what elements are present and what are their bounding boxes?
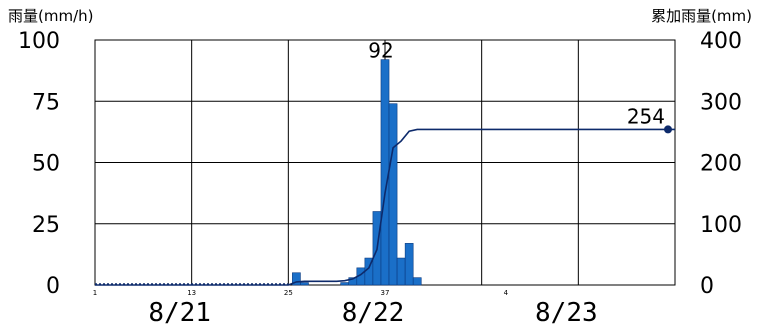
right-tick-label: 200 bbox=[700, 152, 742, 177]
left-axis-title: 雨量(mm/h) bbox=[8, 7, 94, 25]
rain-bar bbox=[340, 282, 350, 286]
right-axis-title: 累加雨量(mm) bbox=[651, 7, 752, 25]
hour-tick-label: 4 bbox=[504, 289, 509, 297]
hour-tick-label: 1 bbox=[93, 289, 97, 297]
date-label: 8/23 bbox=[535, 298, 598, 328]
left-tick-label: 100 bbox=[18, 29, 60, 54]
hour-tick-label: 37 bbox=[381, 289, 390, 297]
rain-bar bbox=[380, 59, 390, 286]
left-tick-label: 0 bbox=[46, 274, 60, 299]
date-label: 8/22 bbox=[342, 298, 405, 328]
right-tick-label: 100 bbox=[700, 213, 742, 238]
hour-tick-label: 13 bbox=[187, 289, 196, 297]
rain-bar bbox=[300, 282, 309, 286]
rain-bar bbox=[404, 243, 414, 286]
axis-labels: 雨量(mm/h) 累加雨量(mm) 100 75 50 25 0 400 300 200 100… bbox=[8, 7, 752, 328]
cumulative-series bbox=[95, 128, 675, 286]
total-value-label: 254 bbox=[627, 104, 665, 128]
rain-bars bbox=[292, 59, 422, 286]
left-tick-label: 50 bbox=[32, 152, 60, 177]
cumulative-end-marker bbox=[664, 125, 672, 134]
right-tick-label: 400 bbox=[700, 29, 742, 54]
date-label: 8/21 bbox=[148, 298, 211, 328]
rain-bar bbox=[388, 103, 398, 286]
rain-bar bbox=[396, 257, 406, 286]
hour-tick-label: 25 bbox=[284, 289, 293, 297]
rain-bar bbox=[292, 272, 301, 286]
rain-bar bbox=[412, 277, 422, 286]
peak-value-label: 92 bbox=[368, 39, 393, 63]
left-tick-label: 25 bbox=[32, 213, 60, 238]
right-tick-label: 0 bbox=[700, 274, 714, 299]
cumulative-line bbox=[95, 125, 675, 286]
right-tick-label: 300 bbox=[700, 90, 742, 115]
left-tick-label: 75 bbox=[32, 90, 60, 115]
